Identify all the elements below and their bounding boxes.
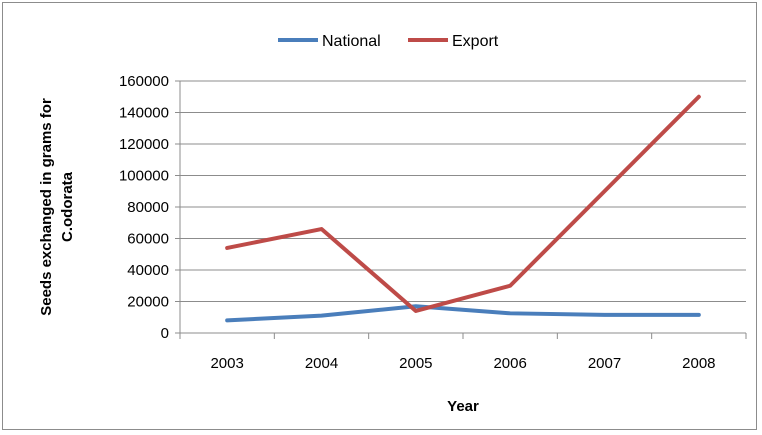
- x-tick-label: 2008: [682, 355, 715, 372]
- x-axis-ticks: 2003 2004 2005 2006 2007 2008: [179, 333, 747, 372]
- series-lines: [225, 94, 701, 323]
- legend-label-national: National: [322, 33, 381, 50]
- gridlines: [180, 80, 746, 302]
- legend-label-export: Export: [452, 33, 499, 50]
- chart-frame: [2, 2, 757, 430]
- y-tick-label: 100000: [119, 168, 169, 185]
- y-axis-ticks: 0 20000 40000 60000 80000 100000 120000 140000 1…: [119, 73, 180, 342]
- series-line-export: [225, 94, 701, 313]
- legend: National Export: [278, 33, 499, 50]
- series-line-national: [225, 304, 701, 323]
- y-tick-label: 80000: [127, 199, 169, 216]
- y-axis-title: Seeds exchanged in grams for C.odorata: [38, 98, 76, 316]
- y-tick-label: 120000: [119, 136, 169, 153]
- y-tick-label: 20000: [127, 294, 169, 311]
- x-tick-label: 2006: [493, 355, 526, 372]
- y-tick-label: 160000: [119, 73, 169, 90]
- y-axis-title-line-2: C.odorata: [59, 171, 76, 242]
- x-tick-label: 2007: [588, 355, 621, 372]
- x-tick-label: 2003: [210, 355, 243, 372]
- y-axis-title-line-1: Seeds exchanged in grams for: [38, 98, 55, 316]
- x-tick-label: 2005: [399, 355, 432, 372]
- y-tick-label: 140000: [119, 105, 169, 122]
- y-tick-label: 40000: [127, 262, 169, 279]
- x-axis-title: Year: [447, 398, 479, 415]
- y-tick-label: 60000: [127, 231, 169, 248]
- y-tick-label: 0: [161, 325, 169, 342]
- x-tick-label: 2004: [305, 355, 338, 372]
